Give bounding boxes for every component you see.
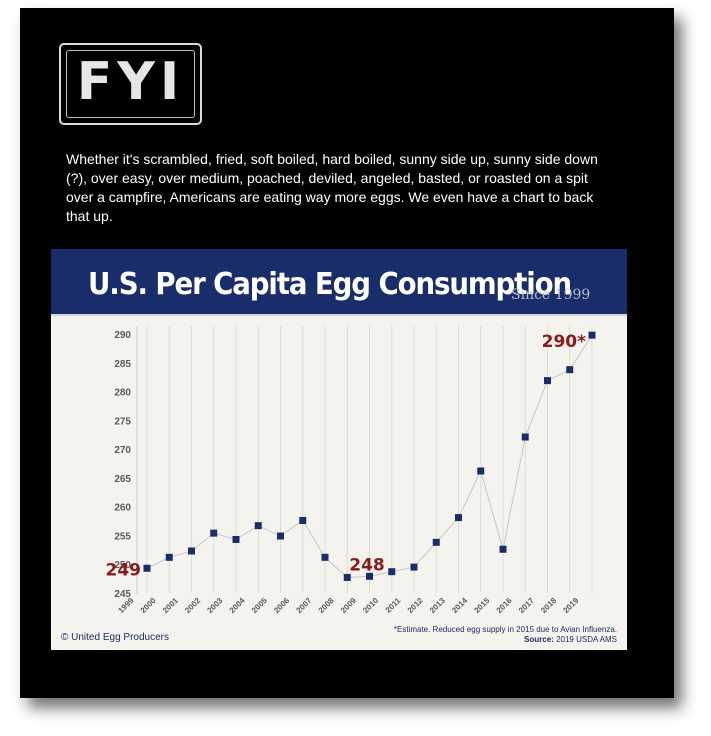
data-point-2006 (299, 516, 307, 524)
intro-paragraph: Whether it's scrambled, fried, soft boil… (66, 151, 598, 224)
fyi-logo-inner-border (66, 50, 195, 118)
data-point-2010 (388, 568, 396, 576)
y-tick-275: 275 (114, 416, 131, 427)
y-tick-260: 260 (114, 503, 131, 514)
x-tick-2000: 2000 (139, 596, 158, 615)
y-tick-245: 245 (114, 589, 131, 600)
x-tick-2014: 2014 (450, 596, 469, 615)
x-tick-2012: 2012 (406, 596, 425, 615)
x-tick-2004: 2004 (228, 596, 247, 615)
chart-subtitle: Since 1999 (511, 287, 591, 303)
x-tick-2008: 2008 (317, 596, 336, 615)
data-point-2009 (366, 572, 373, 580)
data-point-2019 (588, 331, 596, 339)
callout-label-20: 290* (542, 332, 586, 352)
data-point-2002 (210, 529, 218, 537)
data-point-2001 (188, 547, 195, 555)
data-point-2017 (544, 377, 551, 385)
y-tick-250: 250 (114, 560, 131, 571)
callout-label-9: 248 (349, 555, 385, 575)
chart-card: 245 250 255 260 265 270 275 280 285 290 1999 2000 20… (51, 249, 627, 650)
copyright-credit: © United Egg Producers (61, 632, 169, 643)
x-tick-2006: 2006 (272, 596, 291, 615)
chart-banner: U.S. Per Capita Egg Consumption Since 19… (51, 249, 627, 316)
data-point-2016 (521, 433, 529, 441)
y-tick-265: 265 (114, 474, 131, 485)
source-value: 2019 USDA AMS (556, 635, 617, 644)
x-tick-2017: 2017 (517, 596, 536, 615)
data-point-2005 (277, 532, 284, 540)
data-point-2014 (477, 467, 485, 475)
x-tick-2011: 2011 (384, 596, 403, 615)
y-tick-270: 270 (114, 445, 131, 456)
data-point-2004 (254, 522, 262, 530)
data-point-2018 (566, 366, 574, 374)
x-tick-2018: 2018 (539, 596, 558, 615)
data-point-2007 (321, 553, 329, 561)
x-tick-2013: 2013 (428, 596, 447, 615)
data-point-2003 (232, 535, 240, 543)
x-tick-2015: 2015 (472, 596, 491, 615)
data-point-2011 (410, 563, 418, 571)
x-tick-2001: 2001 (161, 596, 180, 615)
data-point-2012 (432, 538, 440, 546)
x-tick-2016: 2016 (495, 596, 514, 615)
y-tick-285: 285 (114, 359, 131, 370)
source-label: Source: (524, 635, 554, 644)
y-tick-280: 280 (114, 388, 131, 399)
data-point-2008 (343, 573, 351, 581)
data-point-1999 (143, 564, 151, 572)
y-tick-255: 255 (114, 531, 131, 542)
chart-footnote: *Estimate. Reduced egg supply in 2015 du… (394, 625, 617, 645)
source-line: Source: 2019 USDA AMS (394, 635, 617, 645)
x-tick-2019: 2019 (561, 596, 580, 615)
x-tick-2009: 2009 (339, 596, 358, 615)
x-tick-2010: 2010 (361, 596, 380, 615)
x-tick-2002: 2002 (183, 596, 202, 615)
data-point-2015 (499, 545, 507, 553)
callout-label-0: 249 (106, 560, 142, 580)
y-tick-290: 290 (114, 330, 131, 341)
data-point-2000 (165, 553, 173, 561)
x-tick-2007: 2007 (294, 596, 313, 615)
chart-title: U.S. Per Capita Egg Consumption (88, 267, 572, 302)
x-tick-2003: 2003 (205, 596, 224, 615)
estimate-note: *Estimate. Reduced egg supply in 2015 du… (393, 625, 617, 634)
fyi-logo-text: FYI (76, 52, 185, 112)
x-tick-2005: 2005 (250, 596, 269, 615)
fyi-logo: FYI (59, 43, 202, 125)
data-point-2013 (455, 514, 462, 522)
